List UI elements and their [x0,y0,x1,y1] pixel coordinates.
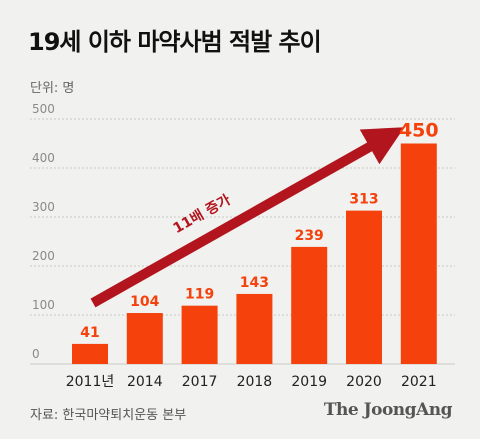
bar [236,293,273,364]
x-tick-label: 2014 [127,374,163,390]
y-axis-ticks: 0 100 200 300 400 500 [32,102,55,361]
data-label: 239 [295,228,324,244]
bar [291,246,328,364]
bars [72,143,437,364]
x-tick-label: 2021 [401,374,437,390]
source-note: 자료: 한국마약퇴치운동 본부 [30,408,187,423]
brand-logo: The JoongAng [323,400,453,420]
trend-arrow-line [90,127,405,308]
x-tick-label: 2018 [237,374,273,390]
bar [72,343,108,364]
data-labels: 41 104 119 143 239 313 450 [80,120,438,341]
data-label: 450 [399,120,439,142]
bar [400,143,437,364]
x-tick-label: 2017 [182,374,218,390]
data-label: 119 [185,287,214,303]
data-label: 104 [130,294,159,310]
data-label: 41 [80,325,99,341]
x-tick-label: 2020 [346,374,382,390]
data-label: 313 [349,192,378,208]
data-label: 143 [240,275,269,291]
x-axis-ticks: 2011년 2014 2017 2018 2019 2020 2021 [66,374,437,390]
y-tick-label: 500 [32,102,55,116]
y-tick-label: 100 [32,298,55,312]
x-tick-label: 2019 [291,374,327,390]
bar [181,305,218,364]
bar [126,313,163,364]
y-tick-label: 200 [32,249,55,263]
y-tick-label: 400 [32,151,55,165]
chart-title: 19세 이하 마약사범 적발 추이 [28,28,322,56]
bar [346,210,382,364]
unit-label: 단위: 명 [30,81,75,96]
y-tick-label: 300 [32,200,55,214]
x-tick-label: 2011년 [66,374,115,390]
trend-arrow: 11배 증가 [90,127,405,308]
y-tick-label: 0 [32,347,40,361]
